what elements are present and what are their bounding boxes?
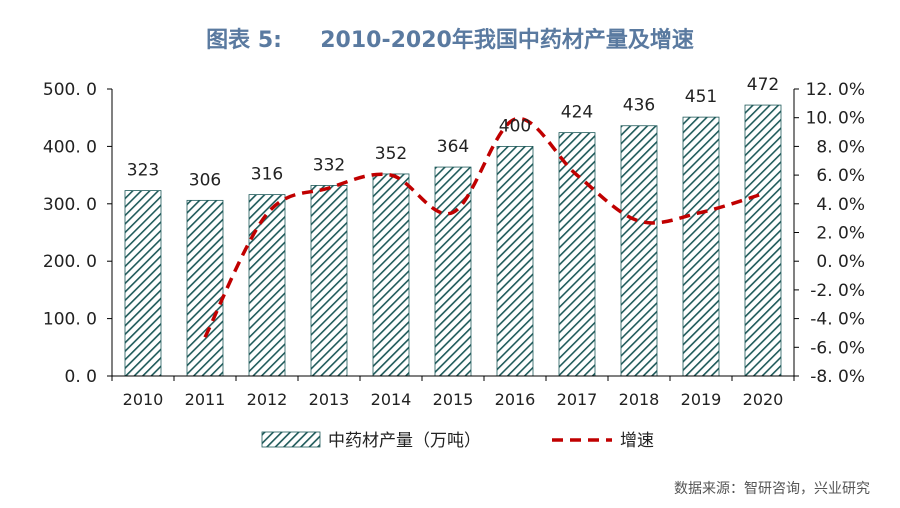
bar-2012 (248, 194, 286, 377)
x-tick-label: 2013 (309, 390, 350, 409)
right-tick-label: 10. 0% (806, 109, 865, 129)
left-tick-label: 300. 0 (43, 195, 97, 215)
bar-2011 (186, 199, 224, 377)
legend: 中药材产量（万吨） 增速 (261, 431, 654, 451)
x-tick-label: 2018 (619, 390, 660, 409)
data-label-2011: 306 (189, 170, 221, 190)
chart-title: 图表 5: 2010-2020年我国中药材产量及增速 (206, 27, 694, 53)
data-label-2015: 364 (437, 137, 469, 157)
x-tick-label: 2016 (495, 390, 536, 409)
right-tick-label: 0. 0% (816, 252, 865, 272)
right-tick-label: 8. 0% (816, 137, 865, 157)
right-tick-label: 4. 0% (816, 195, 865, 215)
x-tick-label: 2020 (743, 390, 784, 409)
data-label-2012: 316 (251, 165, 283, 185)
data-label-2017: 424 (561, 103, 593, 123)
left-tick-label: 100. 0 (43, 310, 97, 330)
bar-2014 (372, 173, 410, 377)
right-tick-label: -2. 0% (810, 281, 865, 301)
bar-2017 (558, 132, 596, 377)
growth-line (203, 116, 764, 339)
x-tick-label: 2015 (433, 390, 474, 409)
x-tick-label: 2011 (185, 390, 226, 409)
x-tick-label: 2017 (557, 390, 598, 409)
right-tick-label: -4. 0% (810, 310, 865, 330)
bars-layer (124, 104, 782, 377)
data-label-2014: 352 (375, 144, 407, 164)
data-label-2013: 332 (313, 155, 345, 175)
right-tick-label: 2. 0% (816, 224, 865, 244)
source-note: 数据来源：智研咨询，兴业研究 (674, 481, 870, 497)
bar-2013 (310, 185, 348, 377)
data-label-2020: 472 (747, 75, 779, 95)
right-tick-label: 6. 0% (816, 166, 865, 186)
bar-2018 (620, 125, 658, 377)
axes-layer: 0. 0 100. 0 200. 0 300. 0 400. 0 500. 0 -8. 0%… (43, 80, 865, 409)
left-tick-label: 0. 0 (65, 367, 97, 387)
left-tick-label: 500. 0 (43, 80, 97, 100)
data-label-2018: 436 (623, 96, 655, 116)
x-tick-label: 2010 (123, 390, 164, 409)
bar-2019 (682, 116, 720, 377)
x-tick-label: 2014 (371, 390, 412, 409)
legend-line-label: 增速 (620, 431, 654, 451)
data-label-2016: 400 (499, 116, 531, 136)
right-tick-label: 12. 0% (806, 80, 865, 100)
bar-2020 (744, 104, 782, 377)
left-tick-label: 200. 0 (43, 252, 97, 272)
right-tick-label: -8. 0% (810, 367, 865, 387)
line-layer (203, 116, 764, 339)
bar-2010 (124, 190, 162, 377)
x-tick-label: 2019 (681, 390, 722, 409)
data-label-2019: 451 (685, 87, 717, 107)
left-tick-label: 400. 0 (43, 137, 97, 157)
x-tick-label: 2012 (247, 390, 288, 409)
legend-bar-label: 中药材产量（万吨） (328, 431, 481, 451)
data-label-2010: 323 (127, 161, 159, 181)
bar-2016 (496, 145, 534, 377)
right-tick-label: -6. 0% (810, 338, 865, 358)
labels-layer: 323 306 316 332 352 364 400 424 436 451 472 (127, 75, 779, 190)
legend-bar-swatch (261, 431, 321, 448)
